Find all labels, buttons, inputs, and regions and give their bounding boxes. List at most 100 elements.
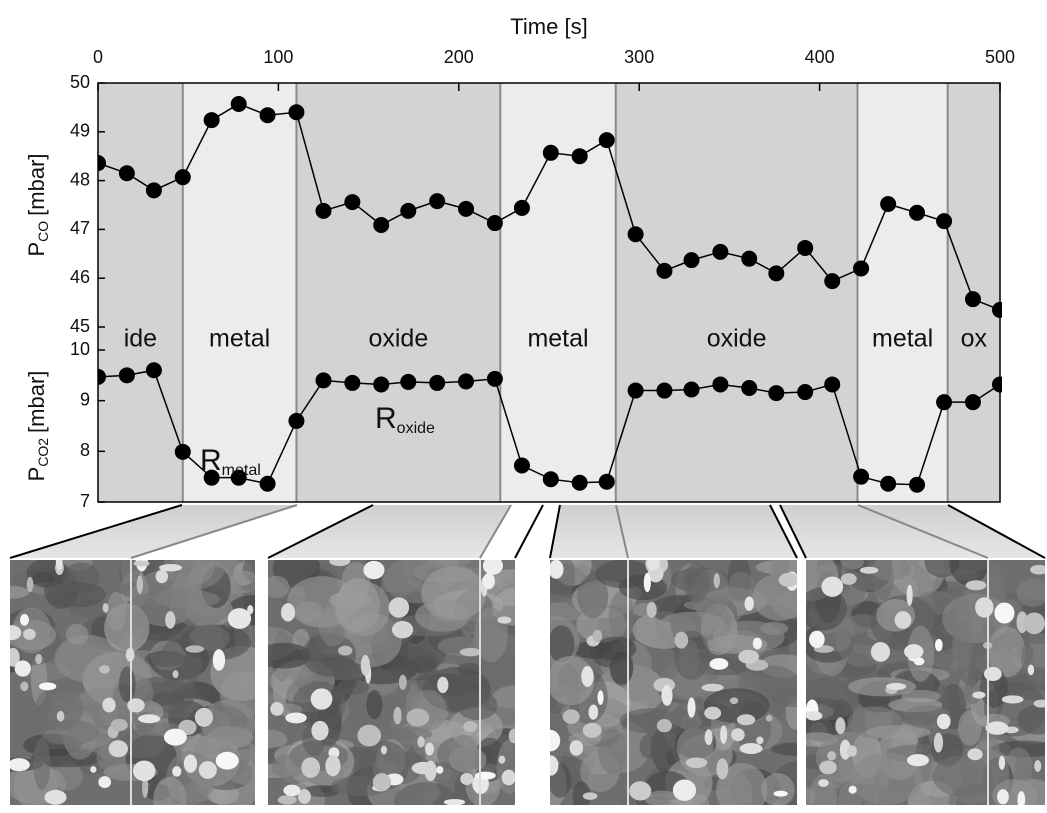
grain xyxy=(497,616,512,624)
grain xyxy=(806,711,823,721)
texture xyxy=(952,620,973,671)
grain xyxy=(744,596,754,611)
data-point xyxy=(288,104,305,121)
grain xyxy=(270,701,284,716)
grain xyxy=(108,740,128,758)
grain xyxy=(425,742,435,756)
grain xyxy=(183,754,198,773)
grain xyxy=(562,709,580,724)
data-point xyxy=(656,382,673,399)
grain xyxy=(212,649,226,671)
texture xyxy=(871,560,911,581)
y-axis-unit: [mbar] xyxy=(24,371,49,433)
grain xyxy=(848,785,857,794)
data-point xyxy=(656,262,673,279)
stm-image xyxy=(10,560,255,805)
stm-images xyxy=(10,560,1045,805)
texture xyxy=(806,587,847,631)
grain xyxy=(329,560,351,567)
region-label: metal xyxy=(527,325,588,353)
texture xyxy=(706,635,768,655)
grain xyxy=(463,721,478,733)
grain xyxy=(935,638,943,652)
data-point xyxy=(964,291,981,308)
grain xyxy=(482,572,495,590)
region-label: oxide xyxy=(368,325,428,353)
texture xyxy=(336,679,370,695)
texture xyxy=(770,742,797,756)
grain xyxy=(709,658,729,670)
data-point xyxy=(486,215,503,232)
grain xyxy=(1001,695,1024,704)
grain xyxy=(906,584,913,606)
grain xyxy=(550,755,559,776)
texture xyxy=(850,752,923,805)
y-axis-symbol: P xyxy=(24,467,49,482)
data-point xyxy=(741,380,758,396)
x-tick-label: 100 xyxy=(263,47,293,67)
y-tick-label: 50 xyxy=(70,72,90,92)
annotation: Rmetal xyxy=(200,444,261,479)
grain xyxy=(685,757,708,769)
texture xyxy=(192,560,215,582)
grain xyxy=(363,560,385,580)
texture xyxy=(806,677,860,721)
grain xyxy=(138,714,161,724)
plot: 0 100 200 300 400 500454647484950PCO[mbar]789… xyxy=(24,47,1015,511)
data-point xyxy=(627,382,644,399)
grain xyxy=(1034,760,1042,772)
grain xyxy=(283,784,301,797)
grain xyxy=(372,773,392,792)
region xyxy=(857,83,948,502)
texture xyxy=(987,626,1026,678)
texture xyxy=(577,573,609,619)
texture xyxy=(727,571,755,603)
grain xyxy=(729,697,739,705)
data-point xyxy=(797,384,814,401)
grain xyxy=(827,751,837,761)
texture xyxy=(676,727,714,769)
grain xyxy=(391,620,414,639)
grain xyxy=(592,629,603,643)
data-point xyxy=(230,469,247,486)
x-tick-label: 500 xyxy=(985,47,1015,67)
grain xyxy=(646,560,660,571)
texture xyxy=(302,632,357,677)
y-tick-label: 8 xyxy=(80,440,90,460)
data-point xyxy=(571,474,588,491)
data-point xyxy=(315,372,332,389)
grain xyxy=(163,728,187,746)
grain xyxy=(285,712,307,724)
grain xyxy=(194,707,214,727)
grain xyxy=(10,758,30,772)
grain xyxy=(840,573,857,585)
grain xyxy=(155,569,169,584)
data-point xyxy=(98,155,106,172)
data-point xyxy=(458,373,475,390)
texture xyxy=(594,636,637,661)
grain xyxy=(672,779,697,801)
grain xyxy=(325,755,341,777)
texture xyxy=(643,790,681,805)
grain xyxy=(859,566,879,574)
grain xyxy=(704,729,713,746)
data-point xyxy=(880,475,897,492)
x-tick-label: 0 xyxy=(93,47,103,67)
texture xyxy=(118,666,136,703)
data-point xyxy=(741,250,758,267)
grain xyxy=(417,736,425,748)
grain xyxy=(643,572,651,593)
data-point xyxy=(344,374,361,391)
texture xyxy=(806,787,816,805)
texture xyxy=(608,591,635,642)
data-point xyxy=(824,273,841,290)
grain xyxy=(1017,791,1026,805)
data-point xyxy=(315,202,332,219)
grain xyxy=(661,684,673,706)
data-point xyxy=(429,374,446,391)
texture xyxy=(33,737,51,791)
data-point xyxy=(513,199,530,216)
annotation-subscript: oxide xyxy=(397,420,435,437)
texture xyxy=(496,739,515,795)
data-point xyxy=(542,144,559,161)
